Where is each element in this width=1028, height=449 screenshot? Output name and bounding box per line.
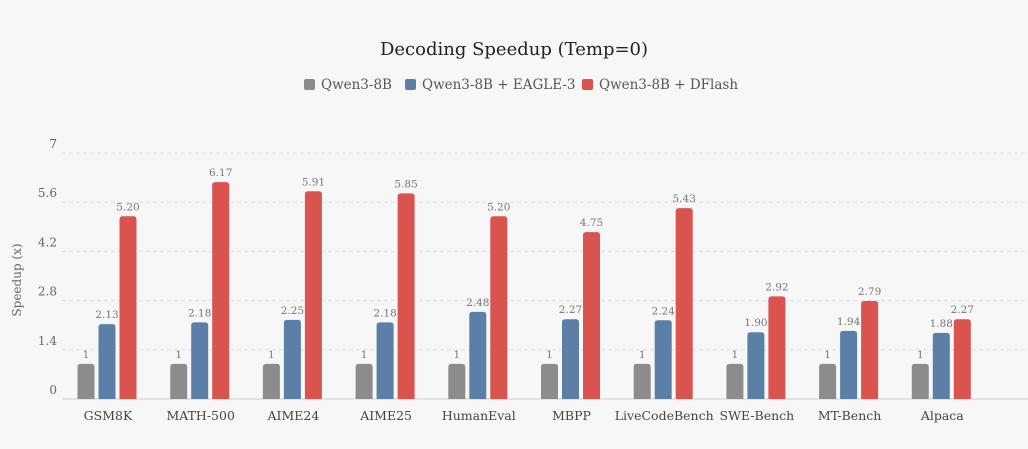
bar-value-label: 1	[824, 349, 831, 361]
bar	[819, 363, 837, 399]
bar-value-label: 1.88	[930, 318, 953, 330]
bar	[861, 300, 879, 399]
bar	[355, 363, 373, 399]
x-tick-label: LiveCodeBench	[615, 408, 714, 423]
bar-value-label: 1.94	[837, 316, 861, 328]
bar	[119, 216, 137, 399]
bar-value-label: 1	[546, 349, 553, 361]
bar	[747, 332, 765, 399]
bar-value-label: 5.91	[302, 176, 325, 188]
bar	[98, 324, 116, 399]
bar	[675, 208, 693, 399]
bar-value-label: 5.20	[116, 201, 139, 213]
bar-value-label: 6.17	[209, 167, 232, 179]
x-tick-label: MATH-500	[166, 408, 235, 423]
bar-value-label: 1	[83, 349, 90, 361]
x-tick-label: MT-Bench	[818, 408, 881, 423]
bar-value-label: 2.79	[858, 286, 881, 298]
y-axis-ticks: 0 1.4 2.8 4.2 5.6 7	[38, 137, 57, 397]
bar	[397, 193, 415, 399]
bar-value-label: 5.85	[394, 178, 417, 190]
legend-swatch	[405, 79, 416, 90]
bar-value-label: 1	[639, 349, 646, 361]
bar-value-label: 1	[917, 349, 924, 361]
bar-value-label: 1	[732, 349, 739, 361]
bar-value-label: 2.27	[559, 304, 582, 316]
bar	[283, 319, 301, 399]
bar	[633, 363, 651, 399]
bar	[953, 319, 971, 399]
legend-label: Qwen3-8B + EAGLE-3	[422, 77, 575, 93]
x-tick-label: AIME25	[359, 408, 412, 423]
y-tick-label: 5.6	[38, 186, 57, 200]
x-tick-label: Alpaca	[920, 408, 964, 423]
legend: Qwen3-8B Qwen3-8B + EAGLE-3 Qwen3-8B + DFl…	[304, 77, 738, 93]
legend-swatch	[304, 79, 315, 90]
bar	[541, 363, 558, 399]
bar-value-label: 2.18	[373, 307, 396, 319]
bar-value-label: 2.18	[188, 307, 211, 319]
bar-value-label: 5.43	[673, 193, 696, 205]
y-tick-label: 1.4	[38, 334, 57, 348]
x-axis-labels: GSM8K MATH-500 AIME24 AIME25 HumanEval MBPP Li…	[84, 408, 965, 423]
bar	[726, 363, 744, 399]
bar	[212, 182, 230, 399]
bar	[768, 296, 786, 399]
bar-value-label: 1	[175, 349, 182, 361]
bar	[376, 322, 394, 399]
bar	[77, 363, 95, 399]
bars: 1 2.13 5.20 1 2.18 6.17 1 2.25 5.91 1 2.18 5.85 1 2.4…	[77, 167, 974, 399]
y-tick-label: 4.2	[38, 235, 57, 249]
bar-value-label: 1	[268, 349, 275, 361]
bar-value-label: 2.48	[466, 297, 489, 309]
bar-value-label: 1.90	[744, 317, 767, 329]
x-tick-label: AIME24	[267, 408, 320, 423]
bar-value-label: 2.13	[95, 309, 118, 321]
bar	[304, 191, 322, 399]
bar-value-label: 2.24	[652, 305, 676, 317]
y-tick-label: 0	[49, 383, 57, 397]
bar	[911, 363, 929, 399]
bar	[932, 332, 950, 399]
bar	[490, 216, 508, 399]
bar-value-label: 2.27	[951, 304, 974, 316]
y-tick-label: 7	[49, 137, 57, 151]
bar	[583, 232, 600, 399]
bar-value-label: 2.25	[281, 305, 304, 317]
bar	[654, 320, 672, 399]
y-axis-label: Speedup (x)	[10, 243, 24, 316]
legend-label: Qwen3-8B	[321, 77, 392, 93]
bar	[448, 363, 466, 399]
x-tick-label: SWE-Bench	[720, 408, 795, 423]
bar-value-label: 1	[361, 349, 368, 361]
chart-title: Decoding Speedup (Temp=0)	[380, 39, 648, 60]
bar-value-label: 2.92	[765, 281, 788, 293]
x-tick-label: GSM8K	[84, 408, 133, 423]
bar	[191, 322, 209, 399]
bar	[262, 363, 280, 399]
legend-label: Qwen3-8B + DFlash	[599, 77, 738, 93]
legend-swatch	[582, 79, 593, 90]
x-tick-label: HumanEval	[442, 408, 516, 423]
x-tick-label: MBPP	[552, 408, 591, 423]
y-tick-label: 2.8	[38, 285, 57, 299]
bar	[840, 330, 858, 399]
bar-value-label: 5.20	[487, 201, 510, 213]
bar-value-label: 4.75	[580, 217, 603, 229]
bar	[562, 319, 579, 399]
bar	[170, 363, 188, 399]
bar-value-label: 1	[453, 349, 460, 361]
bar	[469, 311, 487, 399]
